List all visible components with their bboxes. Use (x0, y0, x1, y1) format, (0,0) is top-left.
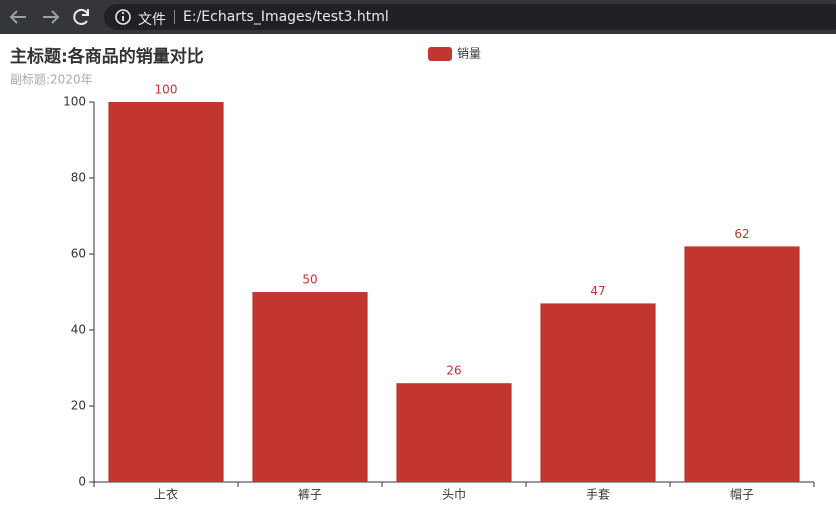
chart-subtitle: 副标题:2020年 (10, 73, 93, 87)
bar (540, 303, 656, 482)
x-tick-label: 上衣 (154, 487, 178, 502)
x-tick-label: 头巾 (442, 488, 466, 502)
url: E:/Echarts_Images/test3.html (183, 9, 389, 25)
x-tick-label: 裤子 (298, 488, 322, 502)
data-label: 62 (734, 227, 749, 241)
bar (108, 102, 224, 482)
bar (252, 292, 368, 482)
data-label: 26 (446, 364, 461, 378)
chart: 主标题:各商品的销量对比 副标题:2020年 销量 0 20 40 60 80 100 上衣 1… (10, 46, 815, 502)
info-icon (115, 9, 131, 25)
y-tick-label: 60 (71, 247, 86, 261)
y-tick-label: 100 (63, 95, 86, 109)
y-tick-label: 80 (71, 171, 86, 185)
address-bar[interactable]: 文件 E:/Echarts_Images/test3.html (104, 4, 836, 30)
y-tick-label: 0 (78, 475, 86, 489)
reload-button[interactable] (73, 8, 89, 25)
legend-swatch (428, 47, 452, 61)
bar (396, 383, 512, 482)
forward-button[interactable] (43, 10, 60, 24)
chart-title: 主标题:各商品的销量对比 (10, 46, 204, 67)
data-label: 100 (155, 83, 178, 97)
data-label: 50 (302, 273, 317, 287)
browser-toolbar: 文件 E:/Echarts_Images/test3.html (0, 0, 836, 34)
security-label: 文件 (138, 12, 166, 28)
back-button[interactable] (9, 10, 26, 24)
y-tick-label: 40 (71, 323, 86, 337)
legend-label: 销量 (457, 47, 481, 61)
nav-buttons (9, 8, 89, 25)
separator (174, 10, 175, 24)
y-tick-label: 20 (71, 399, 86, 413)
x-tick-label: 手套 (586, 488, 610, 502)
x-tick-label: 帽子 (730, 487, 754, 502)
data-label: 47 (590, 284, 605, 298)
bar (684, 246, 800, 482)
